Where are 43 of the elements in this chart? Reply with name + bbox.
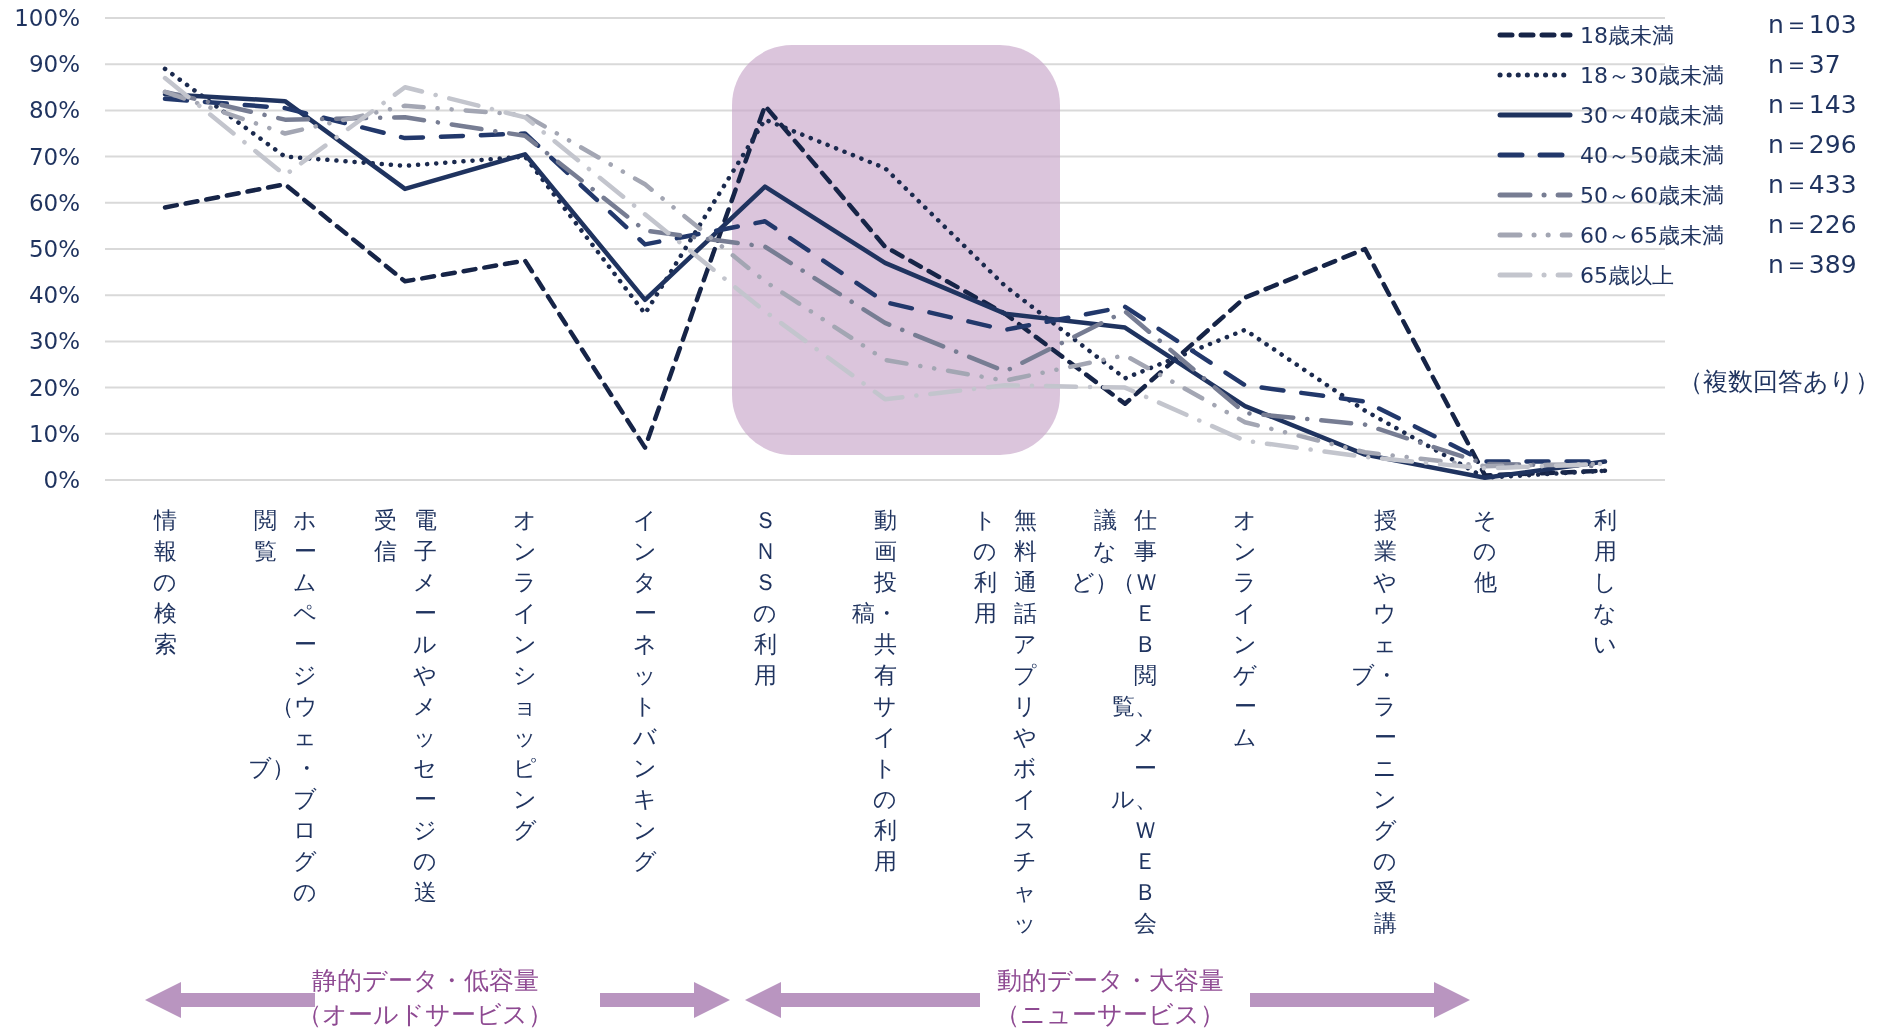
legend-label: 40～50歳未満 (1580, 143, 1724, 168)
y-tick-label: 40% (28, 282, 80, 309)
text: n＝389 (1768, 250, 1857, 279)
category-label: 電子メールやメッセージの送受信 (373, 507, 437, 905)
y-tick-label: 100% (14, 5, 80, 31)
text: 動的データ・大容量 (996, 965, 1224, 997)
category-label: インターネットバンキング (633, 507, 657, 874)
legend-label: 65歳以上 (1580, 263, 1674, 288)
legend-label: 50～60歳未満 (1580, 183, 1724, 208)
category-label: 仕事（ＷＥＢ閲覧、メール、ＷＥＢ会議など） (1071, 507, 1158, 936)
category-label: ホームページ（ウェブ）・ブログの閲覧 (248, 507, 318, 905)
y-tick-label: 80% (28, 97, 80, 124)
legend-label: 18歳未満 (1580, 23, 1674, 48)
y-tick-label: 60% (28, 189, 80, 216)
text: n＝103 (1768, 10, 1857, 39)
y-tick-label: 0% (43, 467, 80, 493)
y-tick-label: 10% (28, 420, 80, 447)
text: （オールドサービス） (297, 999, 553, 1030)
y-tick-label: 70% (28, 143, 80, 170)
x-tick-label: ＳＮＳの利用 (752, 506, 778, 690)
text: n＝143 (1768, 90, 1857, 119)
category-label: 無料通話アプリやボイスチャットの利用 (973, 507, 1037, 936)
text: （複数回答あり） (1678, 367, 1880, 396)
y-tick-label: 90% (28, 51, 80, 78)
legend-label: 60～65歳未満 (1580, 223, 1724, 248)
legend-label: 30～40歳未満 (1580, 103, 1724, 128)
category-label: 授業やウェブ・ラーニングの受講 (1351, 507, 1398, 936)
category-label: オンラインショッピング (513, 507, 537, 843)
y-tick-label: 50% (28, 236, 80, 262)
text: n＝296 (1768, 130, 1857, 159)
text: n＝433 (1768, 170, 1857, 199)
text: 静的データ・低容量 (311, 965, 539, 997)
x-tick-label: 情報の検索 (152, 506, 178, 659)
text: n＝37 (1768, 50, 1841, 79)
y-tick-label: 30% (28, 328, 80, 355)
legend-label: 18～30歳未満 (1580, 63, 1724, 88)
x-tick-label: その他 (1472, 506, 1498, 597)
x-tick-label: オンラインゲーム (1232, 506, 1258, 752)
text: n＝226 (1768, 210, 1857, 239)
text: （ニューサービス） (995, 999, 1225, 1030)
x-tick-label: 利用しない (1592, 506, 1618, 659)
y-tick-label: 20% (28, 374, 80, 401)
category-label: 動画投稿・共有サイトの利用 (852, 507, 898, 874)
